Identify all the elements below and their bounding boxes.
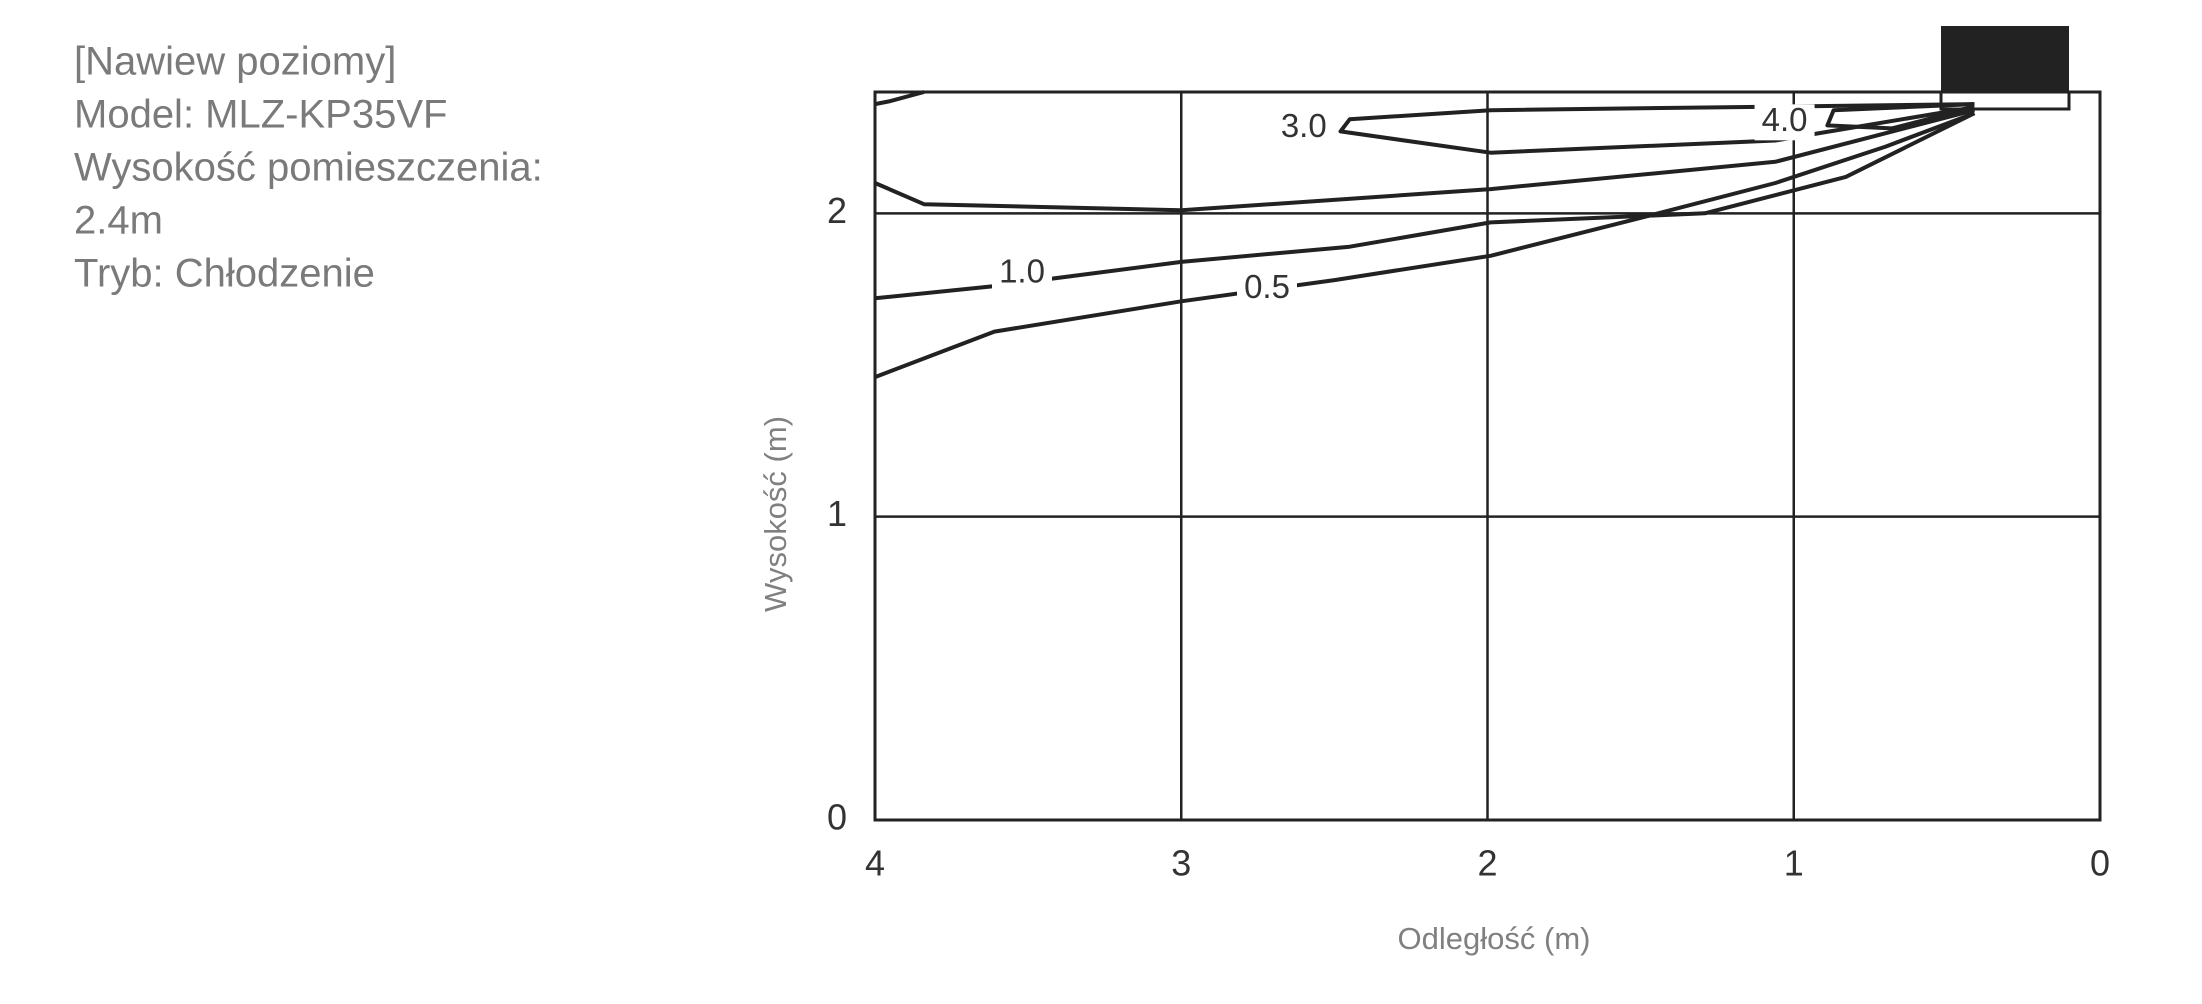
note-line: Tryb: Chłodzenie bbox=[74, 252, 375, 296]
x-axis-title: Odległość (m) bbox=[1398, 921, 1591, 956]
contour-label: 3.0 bbox=[1281, 107, 1327, 144]
unit-body bbox=[1941, 26, 2069, 92]
x-tick-label: 0 bbox=[2090, 843, 2110, 884]
contour-label: 0.5 bbox=[1244, 268, 1290, 305]
contour-line bbox=[1825, 102, 1975, 131]
note-line: Model: MLZ-KP35VF bbox=[74, 93, 447, 137]
contour-label-bg bbox=[1237, 271, 1297, 308]
contour-label-bg bbox=[1273, 110, 1334, 147]
contour-label-bg bbox=[992, 256, 1052, 292]
note-line: Wysokość pomieszczenia: bbox=[74, 146, 543, 190]
contour-line bbox=[1338, 102, 1975, 155]
contour-line bbox=[874, 90, 1975, 213]
x-tick-label: 3 bbox=[1171, 843, 1191, 884]
contour-line bbox=[874, 111, 1976, 379]
y-tick-label: 0 bbox=[827, 797, 847, 838]
y-tick-label: 1 bbox=[827, 493, 847, 534]
notes: [Nawiew poziomy] Model: MLZ-KP35VF Wysokoś… bbox=[74, 40, 543, 296]
contour-label-bg bbox=[1754, 104, 1815, 141]
note-line: [Nawiew poziomy] bbox=[74, 40, 396, 84]
contour-label: 1.0 bbox=[999, 253, 1045, 290]
x-tick-label: 4 bbox=[865, 843, 885, 884]
contour-label: 4.0 bbox=[1762, 101, 1808, 138]
x-tick-label: 1 bbox=[1784, 843, 1804, 884]
x-tick-label: 2 bbox=[1477, 843, 1497, 884]
y-axis-title: Wysokość (m) bbox=[758, 416, 793, 612]
y-tick-label: 2 bbox=[827, 190, 847, 231]
note-line: 2.4m bbox=[74, 199, 163, 243]
